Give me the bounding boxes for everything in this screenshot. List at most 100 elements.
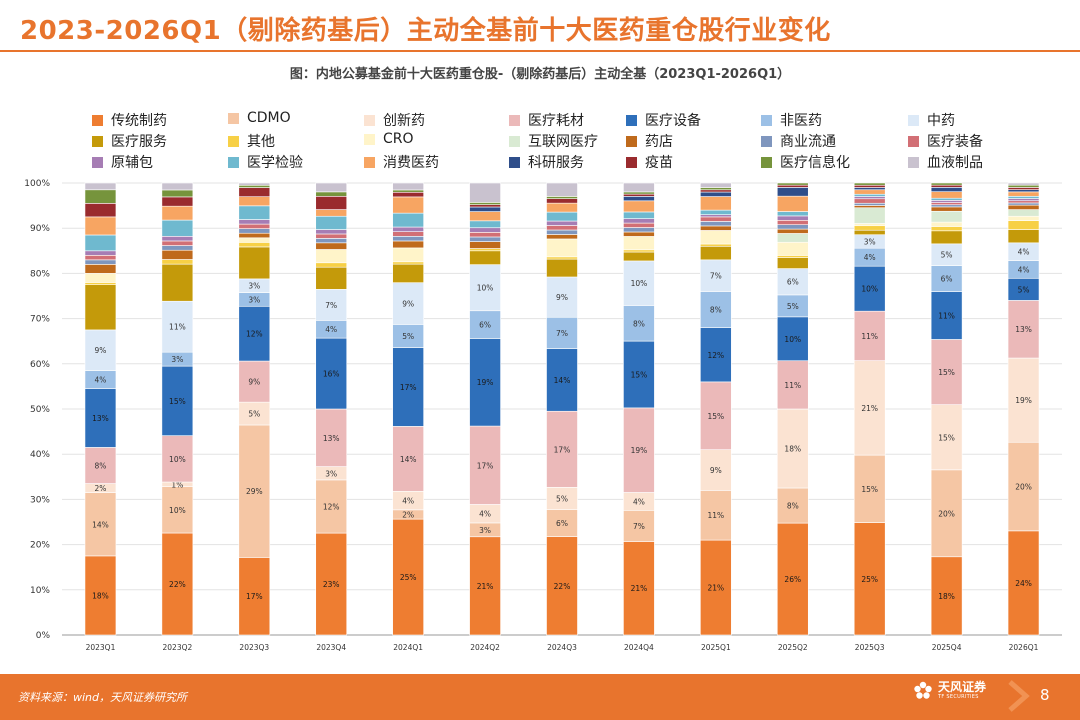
bar-segment (930, 221, 963, 227)
y-tick-label: 0% (36, 631, 51, 641)
bar-segment (853, 202, 886, 206)
data-label: 4% (1018, 248, 1030, 257)
bar-segment (84, 492, 117, 557)
legend-label: 医疗服务 (111, 134, 167, 150)
x-tick-label: 2024Q2 (470, 643, 500, 652)
bar-segment (930, 210, 963, 223)
data-label: 29% (246, 487, 263, 496)
data-label: 13% (323, 434, 340, 443)
bar-segment (84, 203, 117, 218)
bar-segment (700, 187, 732, 191)
source-note: 资料来源：wind，天风证券研究所 (18, 691, 188, 704)
legend-item: 医疗装备 (908, 131, 983, 151)
bar-segment (853, 310, 886, 361)
data-label: 25% (861, 575, 878, 584)
legend-swatch (92, 156, 103, 168)
brand-logo: 天风证券 TF SECURITIES (912, 680, 986, 702)
bar-segment (1007, 530, 1040, 636)
bar-segment (776, 220, 809, 225)
legend-swatch (509, 135, 520, 147)
data-label: 7% (556, 329, 568, 338)
legend-item: 互联网医疗 (509, 131, 598, 151)
bar-segment (161, 245, 194, 251)
brand-subtitle: TF SECURITIES (938, 694, 979, 700)
bar-segment (469, 202, 501, 205)
title-rule (0, 50, 1080, 52)
bar-segment (623, 510, 655, 542)
bar-segment (238, 184, 271, 188)
bar-segment (776, 241, 809, 256)
x-tick-label: 2024Q1 (393, 643, 423, 652)
y-tick-label: 10% (30, 586, 50, 596)
bar-segment (546, 225, 578, 231)
bar-segment (853, 360, 886, 456)
bar-segment (700, 182, 732, 188)
legend-label: 医疗设备 (645, 113, 701, 129)
bar-segment (392, 196, 424, 214)
bar-segment (238, 223, 271, 229)
y-tick-label: 60% (30, 360, 50, 370)
bar-segment (700, 327, 732, 383)
data-label: 8% (710, 306, 722, 315)
bar-segment (623, 407, 655, 493)
bar-segment (84, 447, 117, 484)
bar-segment (1007, 209, 1040, 217)
bar-segment (930, 200, 963, 203)
legend-swatch (626, 135, 637, 147)
legend-item: 医疗耗材 (509, 110, 584, 130)
data-label: 9% (402, 300, 414, 309)
y-tick-label: 100% (24, 179, 50, 189)
data-label: 15% (631, 370, 648, 379)
data-label: 1% (171, 480, 183, 489)
data-label: 15% (169, 397, 186, 406)
legend-swatch (626, 156, 637, 168)
legend-swatch (761, 114, 772, 126)
bar-segment (161, 196, 194, 207)
bar-segment (161, 300, 194, 353)
bar-segment (315, 229, 348, 235)
data-label: 11% (938, 312, 955, 321)
x-tick-label: 2024Q3 (547, 643, 577, 652)
bar-segment (315, 532, 348, 636)
data-label: 2% (95, 484, 107, 493)
legend-swatch (509, 156, 520, 168)
data-label: 20% (1015, 483, 1032, 492)
bar-segment (161, 532, 194, 636)
legend-swatch (364, 114, 375, 126)
bar-segment (623, 200, 655, 213)
bar-segment (623, 541, 655, 636)
data-label: 2% (402, 510, 414, 519)
legend-label: 非医药 (780, 113, 822, 129)
data-label: 17% (246, 592, 263, 601)
data-label: 18% (784, 444, 801, 453)
data-label: 21% (708, 584, 725, 593)
x-tick-label: 2023Q3 (239, 643, 269, 652)
bar-segment (392, 247, 424, 263)
bar-segment (853, 189, 886, 195)
legend-swatch (228, 135, 239, 147)
x-tick-label: 2025Q4 (932, 643, 962, 652)
bar-segment (1007, 220, 1040, 230)
bar-segment (84, 388, 117, 448)
legend-label: 医疗信息化 (780, 155, 850, 171)
bar-segment (392, 191, 424, 198)
legend-label: 疫苗 (645, 155, 673, 171)
data-label: 21% (861, 404, 878, 413)
bar-segment (623, 260, 655, 306)
legend-label: 传统制药 (111, 113, 167, 129)
bar-segment (469, 211, 501, 222)
bar-segment (1007, 300, 1040, 359)
bar-segment (930, 197, 963, 201)
y-tick-label: 80% (30, 269, 50, 279)
bar-segment (776, 184, 809, 188)
bar-segment (84, 329, 117, 371)
bar-segment (161, 219, 194, 237)
data-label: 7% (325, 301, 337, 310)
bar-segment (84, 189, 117, 204)
bar-segment (623, 211, 655, 219)
bar-segment (238, 228, 271, 234)
bar-segment (623, 218, 655, 224)
bar-segment (469, 236, 501, 242)
legend-label: 商业流通 (780, 134, 836, 150)
data-label: 19% (631, 446, 648, 455)
